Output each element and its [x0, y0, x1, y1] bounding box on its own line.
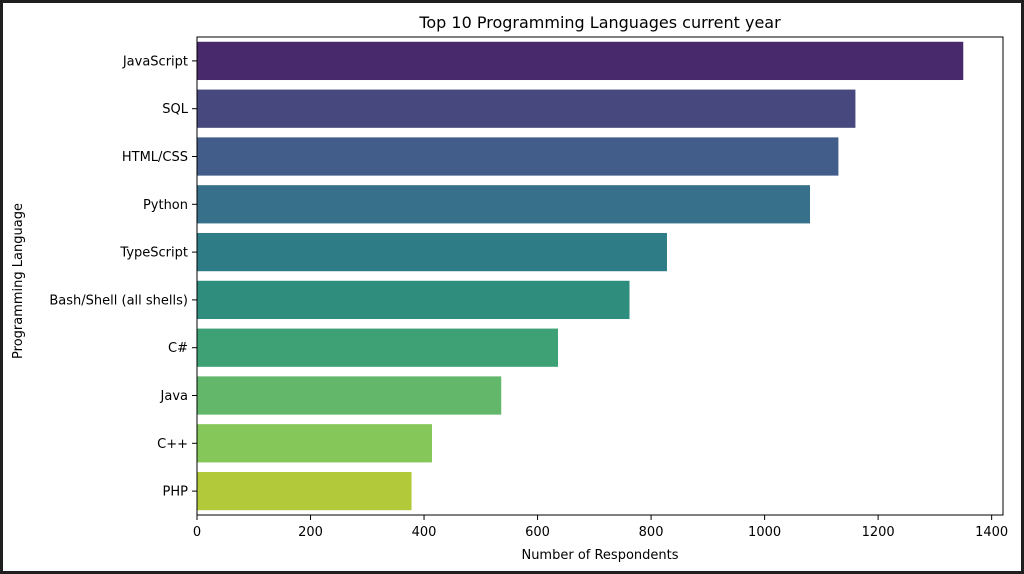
y-tick-label: Python — [143, 198, 188, 213]
y-tick-label: C++ — [157, 437, 188, 452]
plot-area-border — [196, 36, 1004, 516]
y-tick-label: TypeScript — [119, 246, 188, 261]
y-tick-label: SQL — [162, 102, 188, 117]
bar-python — [197, 185, 811, 224]
y-tick-label: HTML/CSS — [122, 150, 188, 165]
y-tick-label: JavaScript — [122, 54, 188, 69]
bar-chart: Top 10 Programming Languages current yea… — [11, 13, 1008, 563]
x-tick-label: 800 — [639, 525, 664, 540]
x-tick-label: 1000 — [748, 525, 781, 540]
bar-html-css — [197, 137, 839, 176]
y-tick-label: Java — [160, 389, 188, 404]
bar-sql — [197, 89, 856, 128]
x-tick-label: 400 — [412, 525, 437, 540]
bar-c- — [197, 424, 432, 463]
y-tick-label: C# — [168, 341, 188, 356]
x-tick-label: 200 — [298, 525, 323, 540]
chart-title: Top 10 Programming Languages current yea… — [418, 13, 781, 32]
x-tick-label: 1200 — [862, 525, 895, 540]
y-axis-label: Programming Language — [11, 203, 26, 359]
chart-frame: Top 10 Programming Languages current yea… — [3, 3, 1021, 571]
x-axis-label: Number of Respondents — [521, 548, 678, 563]
bar-java — [197, 376, 502, 415]
y-tick-label: PHP — [163, 485, 189, 500]
bar-php — [197, 471, 412, 511]
bar-javascript — [197, 41, 964, 81]
bar-typescript — [197, 232, 667, 272]
y-tick-label: Bash/Shell (all shells) — [49, 293, 188, 308]
bar-c- — [197, 328, 558, 367]
x-tick-label: 600 — [525, 525, 550, 540]
x-tick-label: 0 — [193, 525, 201, 540]
x-tick-label: 1400 — [975, 525, 1008, 540]
bar-bash-shell-all-shells- — [197, 280, 630, 320]
